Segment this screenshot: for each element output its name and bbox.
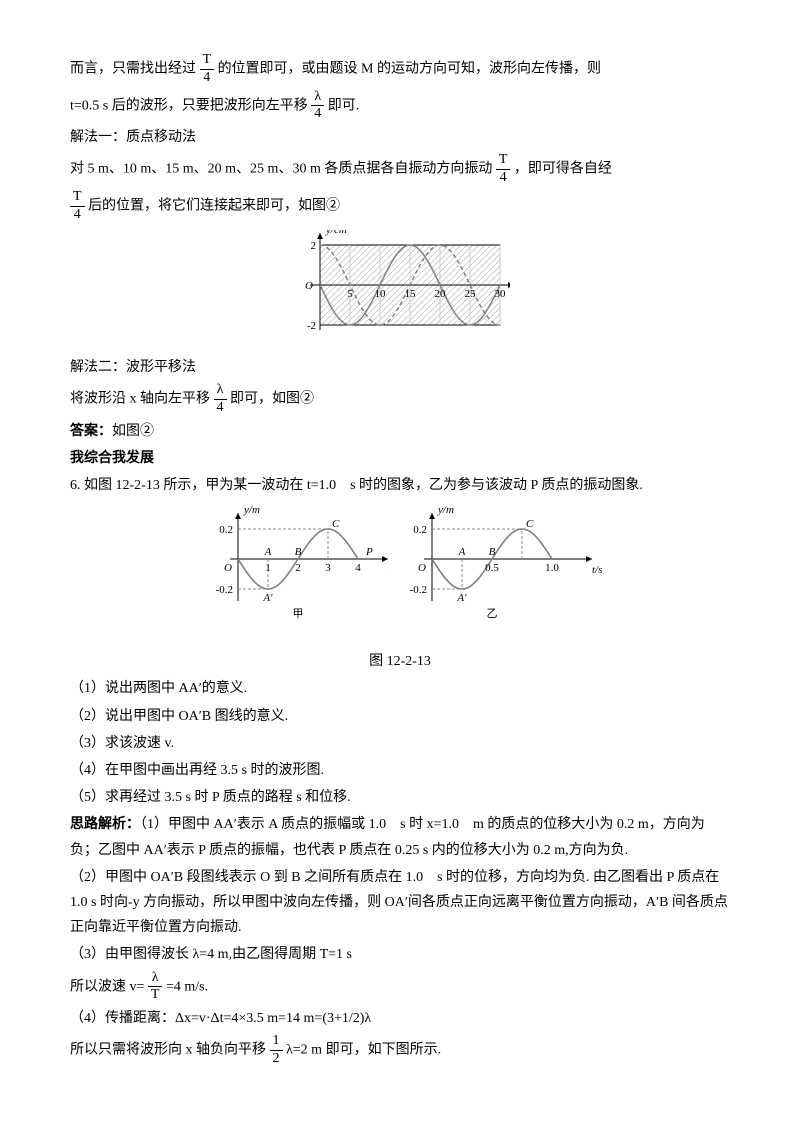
svg-text:0.5: 0.5: [485, 562, 499, 574]
figure-2: 0.2 -0.2 Oy/m x/m A A′ B C 1 2 3 4P 甲 0.2 -0.2 Oy/m t/s…: [70, 504, 730, 643]
page: 而言，只需找出经过 T4 的位置即可，或由题设 M 的运动方向可知，波形向左传播…: [0, 0, 800, 1132]
text: 的位置即可，或由题设 M 的运动方向可知，波形向左传播，则: [218, 62, 601, 77]
svg-text:A′: A′: [456, 592, 467, 604]
text: 对 5 m、10 m、15 m、20 m、25 m、30 m 各质点据各自振动方…: [70, 162, 492, 177]
para-7: 将波形沿 x 轴向左平移 λ4 即可，如图②: [70, 382, 730, 417]
text: 即可.: [328, 98, 360, 113]
svg-text:A′: A′: [263, 592, 274, 604]
svg-text:A: A: [264, 546, 272, 558]
svg-text:x/m: x/m: [387, 564, 388, 576]
svg-text:O: O: [305, 280, 313, 292]
para-5: T4 后的位置，将它们连接起来即可，如图②: [70, 189, 730, 224]
text: 所以只需将波形向 x 轴负向平移: [70, 1043, 266, 1058]
solution-3: （3）由甲图得波长 λ=4 m,由乙图得周期 T=1 s: [70, 942, 730, 967]
para-2: t=0.5 s 后的波形，只要把波形向左平移 λ4 即可.: [70, 89, 730, 124]
svg-text:t/s: t/s: [592, 564, 602, 576]
text: λ=2 m 即可，如下图所示.: [286, 1043, 441, 1058]
svg-text:10: 10: [375, 288, 387, 300]
section-heading: 我综合我发展: [70, 446, 730, 471]
q3: （3）求该波速 v.: [70, 731, 730, 756]
solution-2: （2）甲图中 OA′B 段图线表示 O 到 B 之间所有质点在 1.0 s 时的…: [70, 865, 730, 941]
wave-chart: O2-251015202530y/cmx/m①②: [290, 230, 510, 340]
frac-T4: T4: [200, 52, 215, 87]
svg-text:3: 3: [326, 562, 332, 574]
para-1: 而言，只需找出经过 T4 的位置即可，或由题设 M 的运动方向可知，波形向左传播…: [70, 52, 730, 87]
text: （1）甲图中 AA′表示 A 质点的振幅或 1.0 s 时 x=1.0 m 的质…: [70, 817, 705, 857]
frac-l4: λ4: [311, 89, 324, 124]
text: ，即可得各自经: [514, 162, 612, 177]
wave-chart-jia: 0.2 -0.2 Oy/m x/m A A′ B C 1 2 3 4P 甲: [198, 504, 388, 634]
figure-1: O2-251015202530y/cmx/m①②: [70, 230, 730, 349]
svg-text:y/m: y/m: [437, 504, 454, 516]
svg-text:5: 5: [347, 288, 353, 300]
text: 将波形沿 x 轴向左平移: [70, 391, 210, 406]
text: 而言，只需找出经过: [70, 62, 196, 77]
svg-text:30: 30: [495, 288, 507, 300]
svg-text:0.2: 0.2: [220, 524, 234, 536]
solution-1: 思路解析：（1）甲图中 AA′表示 A 质点的振幅或 1.0 s 时 x=1.0…: [70, 812, 730, 862]
svg-text:C: C: [526, 518, 534, 530]
text: 所以波速 v=: [70, 979, 144, 994]
svg-text:y/m: y/m: [243, 504, 260, 516]
text: 如图②: [112, 424, 154, 439]
frac-lT: λT: [148, 970, 163, 1005]
svg-text:O: O: [224, 562, 232, 574]
question-6: 6. 如图 12-2-13 所示，甲为某一波动在 t=1.0 s 时的图象，乙为…: [70, 473, 730, 498]
text: =4 m/s.: [166, 979, 208, 994]
frac-T4: T4: [496, 152, 511, 187]
svg-text:P: P: [365, 546, 373, 558]
answer: 答案：如图②: [70, 419, 730, 444]
svg-text:2: 2: [311, 240, 317, 252]
para-4: 对 5 m、10 m、15 m、20 m、25 m、30 m 各质点据各自振动方…: [70, 152, 730, 187]
svg-text:O: O: [418, 562, 426, 574]
q4: （4）在甲图中画出再经 3.5 s 时的波形图.: [70, 758, 730, 783]
svg-text:25: 25: [465, 288, 477, 300]
figure-caption: 图 12-2-13: [70, 649, 730, 674]
solution-6: 所以只需将波形向 x 轴负向平移 12 λ=2 m 即可，如下图所示.: [70, 1033, 730, 1068]
svg-text:1: 1: [266, 562, 272, 574]
text: 后的位置，将它们连接起来即可，如图②: [88, 198, 340, 213]
text: 即可，如图②: [230, 391, 314, 406]
solution-4: 所以波速 v= λT =4 m/s.: [70, 970, 730, 1005]
svg-text:-0.2: -0.2: [216, 584, 233, 596]
frac-12: 12: [270, 1033, 283, 1068]
answer-label: 答案：: [70, 424, 112, 439]
svg-text:15: 15: [405, 288, 417, 300]
q5: （5）求再经过 3.5 s 时 P 质点的路程 s 和位移.: [70, 785, 730, 810]
frac-T4: T4: [70, 189, 85, 224]
wave-chart-yi: 0.2 -0.2 Oy/m t/s A A′ B C 0.5 1.0 乙: [392, 504, 602, 634]
svg-text:A: A: [457, 546, 465, 558]
q1: （1）说出两图中 AA′的意义.: [70, 676, 730, 701]
solution-5: （4）传播距离：Δx=v·Δt=4×3.5 m=14 m=(3+1/2)λ: [70, 1006, 730, 1031]
svg-text:B: B: [488, 546, 495, 558]
svg-text:20: 20: [435, 288, 447, 300]
svg-text:-2: -2: [307, 320, 316, 332]
svg-text:-0.2: -0.2: [409, 584, 426, 596]
svg-text:C: C: [332, 518, 340, 530]
frac-l4: λ4: [214, 382, 227, 417]
svg-text:1.0: 1.0: [545, 562, 559, 574]
svg-text:乙: 乙: [486, 607, 497, 620]
solution-label: 思路解析：: [70, 817, 140, 832]
q2: （2）说出甲图中 OA′B 图线的意义.: [70, 704, 730, 729]
svg-text:y/cm: y/cm: [325, 230, 347, 236]
svg-text:4: 4: [356, 562, 362, 574]
text: t=0.5 s 后的波形，只要把波形向左平移: [70, 98, 308, 113]
svg-text:甲: 甲: [293, 608, 304, 620]
para-6: 解法二：波形平移法: [70, 355, 730, 380]
svg-text:B: B: [295, 546, 302, 558]
svg-text:2: 2: [296, 562, 302, 574]
para-3: 解法一：质点移动法: [70, 125, 730, 150]
svg-text:0.2: 0.2: [413, 524, 427, 536]
